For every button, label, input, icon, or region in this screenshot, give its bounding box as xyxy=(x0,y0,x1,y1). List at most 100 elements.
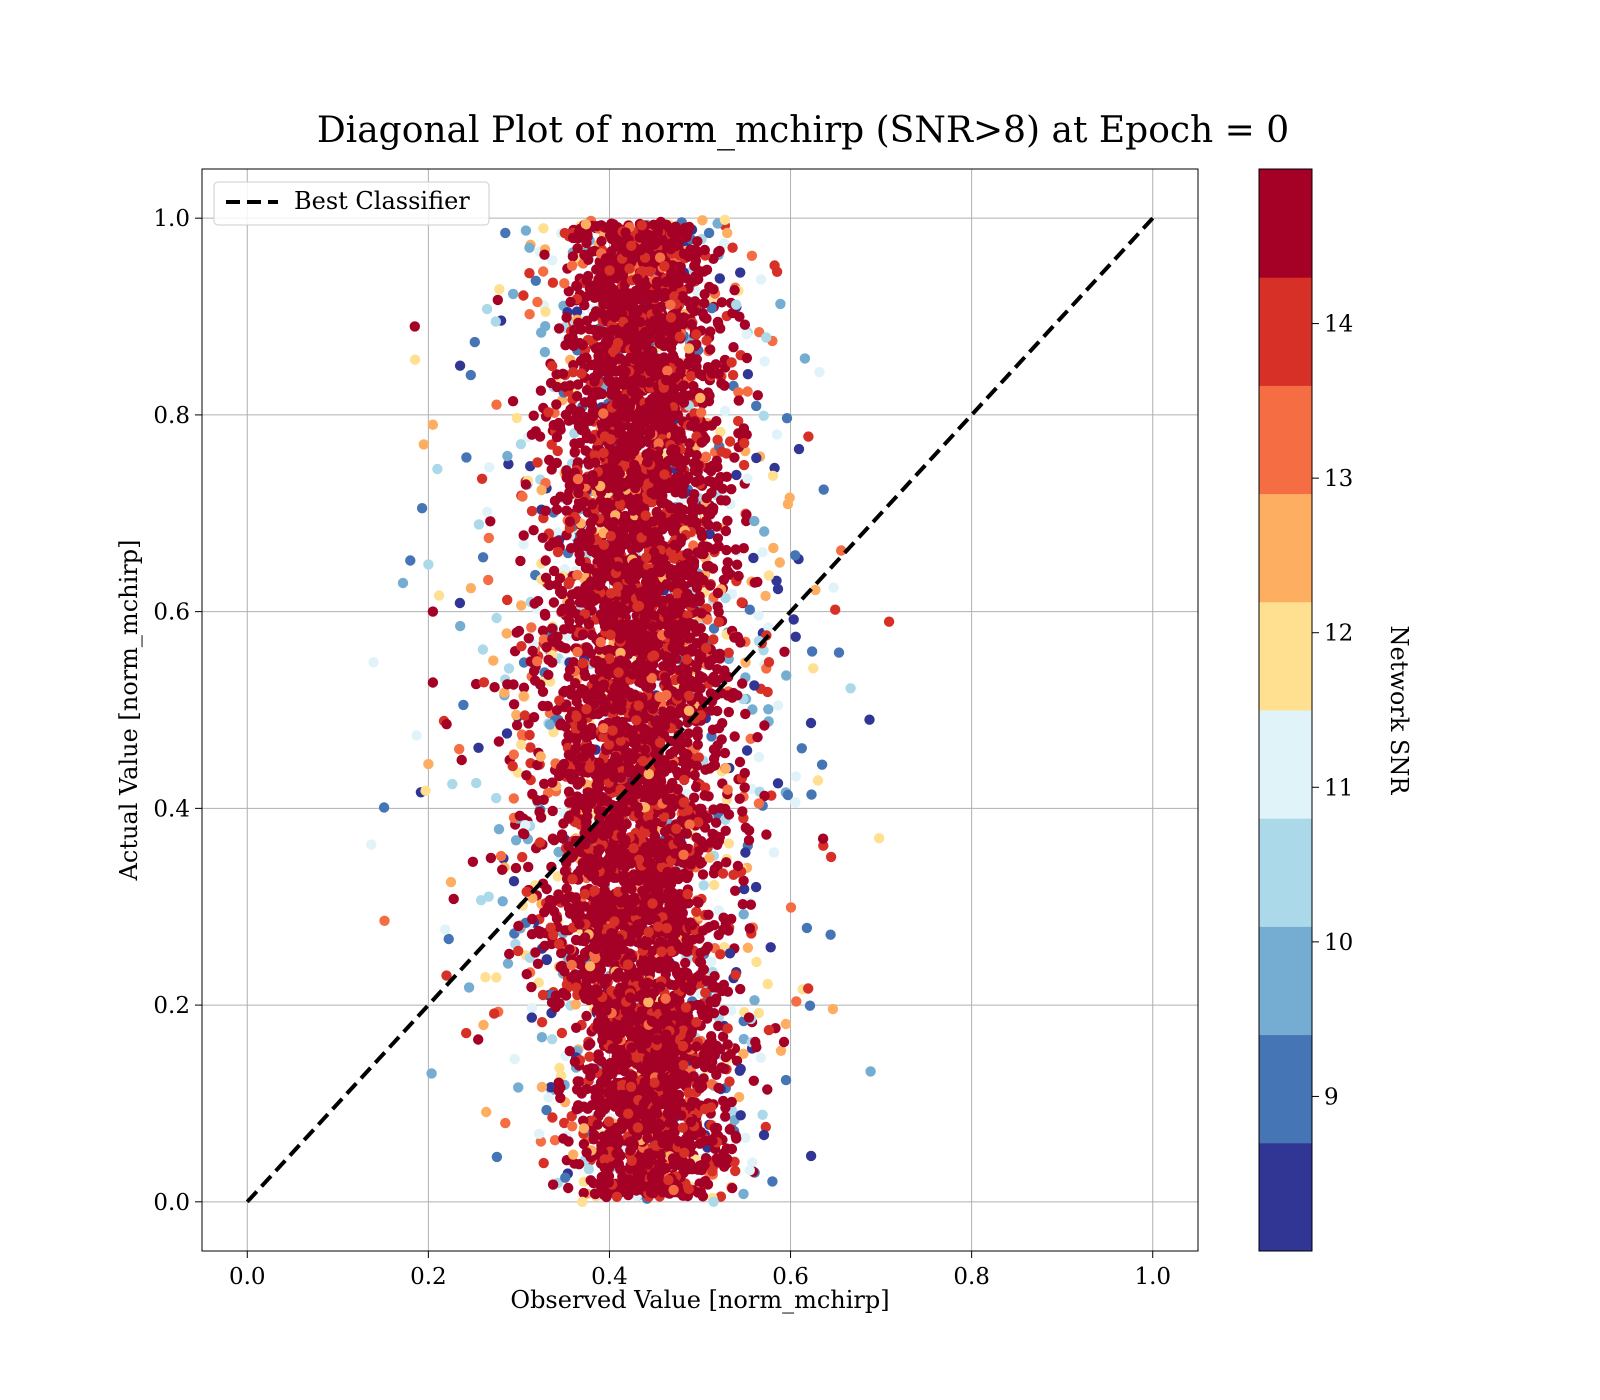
scatter-point xyxy=(495,850,507,862)
scatter-point xyxy=(366,839,377,850)
scatter-point xyxy=(540,505,551,516)
scatter-point xyxy=(572,379,584,390)
scatter-point xyxy=(720,525,732,537)
scatter-point xyxy=(775,1045,787,1057)
scatter-point xyxy=(742,942,754,953)
scatter-point xyxy=(528,525,539,536)
scatter-point xyxy=(671,391,683,402)
scatter-point xyxy=(616,704,627,716)
scatter-point xyxy=(799,353,811,364)
scatter-point xyxy=(461,1027,472,1039)
scatter-point xyxy=(697,215,708,226)
scatter-point xyxy=(485,852,497,864)
scatter-point xyxy=(790,797,801,808)
scatter-point xyxy=(682,737,693,748)
scatter-point xyxy=(760,1121,771,1133)
scatter-point xyxy=(805,1150,817,1162)
scatter-point xyxy=(694,591,705,602)
scatter-point xyxy=(883,616,895,627)
scatter-point xyxy=(785,902,797,913)
scatter-point xyxy=(790,631,801,642)
scatter-point xyxy=(582,643,593,654)
scatter-point xyxy=(409,354,421,365)
scatter-point xyxy=(693,752,704,763)
scatter-point xyxy=(757,547,768,558)
scatter-point xyxy=(806,789,817,800)
scatter-point xyxy=(507,760,518,772)
scatter-point xyxy=(743,1012,755,1023)
scatter-point xyxy=(757,1109,768,1121)
scatter-point xyxy=(526,505,538,517)
scatter-point xyxy=(649,610,660,621)
scatter-point xyxy=(808,663,819,674)
scatter-point xyxy=(561,883,572,894)
scatter-point xyxy=(689,260,700,272)
scatter-point xyxy=(715,1191,727,1202)
scatter-point xyxy=(691,781,702,793)
scatter-point xyxy=(556,1027,568,1039)
scatter-point xyxy=(788,614,799,625)
scatter-point xyxy=(547,805,558,817)
scatter-point xyxy=(561,505,572,516)
scatter-point xyxy=(526,1012,537,1023)
scatter-point xyxy=(559,278,570,289)
scatter-point xyxy=(518,539,529,550)
scatter-point xyxy=(726,1143,738,1155)
scatter-point xyxy=(825,929,836,940)
scatter-point xyxy=(416,503,428,514)
scatter-point xyxy=(739,782,750,793)
scatter-point xyxy=(532,457,543,468)
scatter-point xyxy=(728,342,739,353)
scatter-point xyxy=(569,447,580,458)
scatter-point xyxy=(537,532,548,543)
scatter-point xyxy=(706,956,717,968)
scatter-point xyxy=(827,1003,839,1015)
scatter-point xyxy=(547,777,558,788)
scatter-point xyxy=(491,612,502,624)
scatter-point xyxy=(526,429,538,440)
scatter-point xyxy=(481,303,493,315)
scatter-point xyxy=(767,1176,778,1187)
scatter-point xyxy=(689,769,700,781)
scatter-point xyxy=(537,625,549,636)
scatter-point xyxy=(716,297,728,308)
scatter-point xyxy=(482,506,493,517)
scatter-point xyxy=(729,285,740,296)
scatter-point xyxy=(524,268,535,279)
scatter-point xyxy=(516,600,527,611)
scatter-point xyxy=(734,756,746,768)
scatter-point xyxy=(508,749,519,760)
scatter-point xyxy=(810,584,821,596)
scatter-point xyxy=(528,410,539,421)
scatter-point xyxy=(730,544,741,555)
scatter-point xyxy=(563,286,574,297)
scatter-point xyxy=(727,369,739,381)
scatter-point xyxy=(484,462,495,473)
scatter-point xyxy=(805,717,817,729)
scatter-point xyxy=(552,871,563,882)
scatter-point xyxy=(738,909,749,920)
scatter-point xyxy=(455,620,466,632)
scatter-point xyxy=(790,550,801,561)
scatter-point xyxy=(720,763,732,774)
scatter-point xyxy=(699,1176,710,1187)
scatter-point xyxy=(552,527,563,538)
scatter-point xyxy=(747,1157,758,1168)
scatter-point xyxy=(830,604,841,615)
scatter-point xyxy=(547,657,558,668)
scatter-point xyxy=(762,1084,773,1095)
scatter-point xyxy=(426,1068,437,1079)
scatter-point xyxy=(485,516,496,527)
scatter-point xyxy=(713,1082,724,1094)
scatter-point xyxy=(762,686,773,698)
scatter-point xyxy=(559,381,571,392)
scatter-point xyxy=(778,1036,790,1048)
scatter-point xyxy=(801,922,813,934)
scatter-point xyxy=(759,526,770,537)
scatter-point xyxy=(490,316,501,327)
scatter-point xyxy=(551,504,563,515)
scatter-point xyxy=(765,942,776,953)
scatter-point xyxy=(523,633,534,644)
scatter-point xyxy=(724,436,736,447)
scatter-point xyxy=(539,346,551,358)
